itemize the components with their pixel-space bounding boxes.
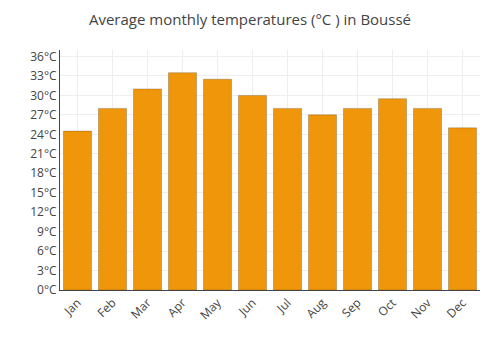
svg-text:Mar: Mar	[127, 294, 155, 322]
svg-text:12°C: 12°C	[30, 203, 57, 220]
svg-text:Feb: Feb	[93, 294, 119, 320]
svg-text:Oct: Oct	[374, 294, 400, 320]
svg-text:30°C: 30°C	[30, 87, 57, 104]
svg-text:6°C: 6°C	[37, 242, 57, 259]
svg-text:15°C: 15°C	[30, 184, 57, 201]
svg-text:9°C: 9°C	[37, 223, 57, 240]
svg-text:May: May	[196, 294, 225, 323]
svg-text:24°C: 24°C	[30, 126, 57, 143]
svg-text:Jul: Jul	[272, 294, 294, 316]
svg-text:Jan: Jan	[60, 294, 85, 319]
svg-text:Nov: Nov	[407, 294, 435, 322]
svg-text:Dec: Dec	[443, 294, 470, 321]
svg-text:33°C: 33°C	[30, 67, 57, 84]
svg-text:Average monthly temperatures (: Average monthly temperatures (°C ) in Bo…	[89, 9, 411, 29]
svg-text:Apr: Apr	[164, 294, 190, 320]
svg-text:18°C: 18°C	[30, 164, 57, 181]
svg-text:3°C: 3°C	[37, 262, 57, 279]
svg-text:Sep: Sep	[338, 294, 365, 321]
svg-text:Aug: Aug	[302, 294, 330, 322]
svg-text:0°C: 0°C	[37, 281, 57, 298]
svg-text:27°C: 27°C	[30, 106, 57, 123]
svg-text:Jun: Jun	[234, 294, 259, 319]
svg-text:36°C: 36°C	[30, 48, 57, 65]
svg-text:21°C: 21°C	[30, 145, 57, 162]
